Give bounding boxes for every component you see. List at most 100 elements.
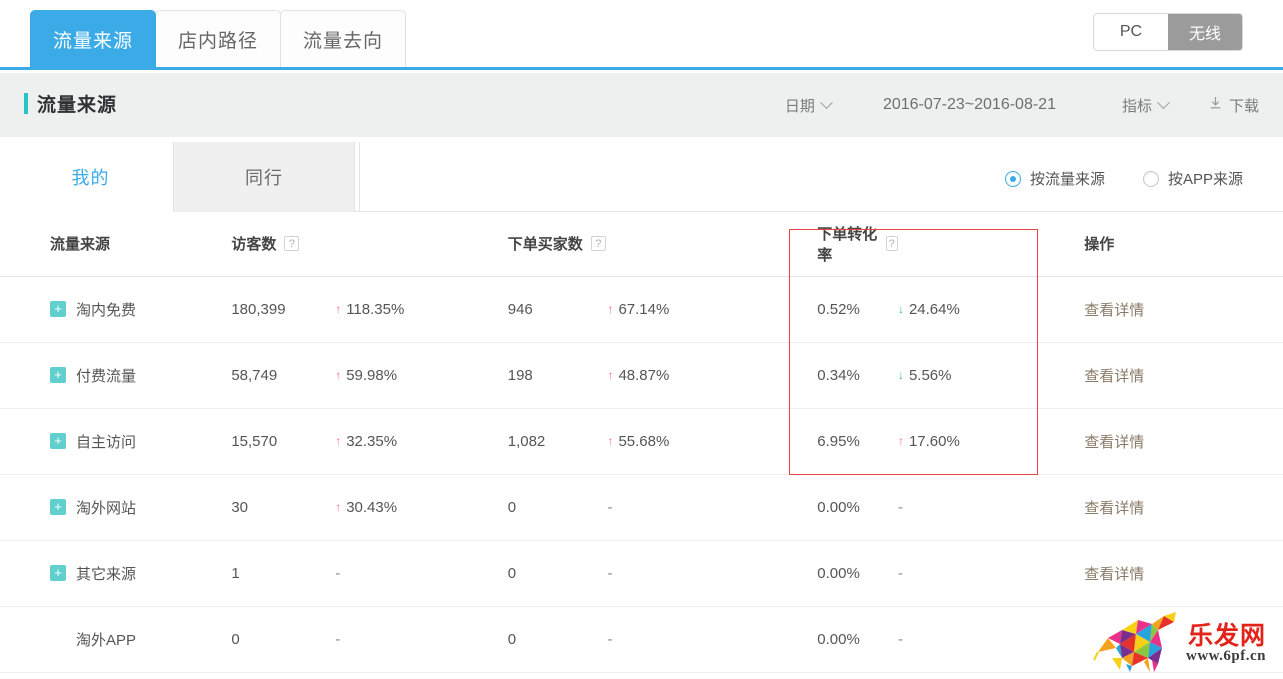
cell-visitors-delta-value: ↑ 30.43% xyxy=(335,499,397,516)
cell-conversion-rate: 0.34% xyxy=(790,342,898,409)
cell-buyers-delta: ↑ 48.87% xyxy=(607,342,791,409)
cell-visitors-delta-value: - xyxy=(335,565,340,582)
cell-buyers-delta-text: - xyxy=(607,564,613,582)
expand-icon[interactable]: + xyxy=(50,565,66,581)
help-icon[interactable]: ? xyxy=(590,236,606,252)
view-detail-link[interactable]: 查看详情 xyxy=(1084,565,1145,583)
cell-buyers-delta-value: ↑ 67.14% xyxy=(607,301,669,318)
radio-by-traffic-source[interactable]: 按流量来源 xyxy=(1004,168,1105,189)
chevron-down-icon xyxy=(1157,95,1170,109)
cell-visitors-delta-value: ↑ 118.35% xyxy=(335,301,404,318)
arrow-up-icon: ↑ xyxy=(335,434,342,449)
cell-conversion-delta: - xyxy=(897,606,1045,673)
cell-conversion-rate: 0.00% xyxy=(790,540,898,607)
help-icon[interactable]: ? xyxy=(284,236,300,252)
cell-visitors-delta-text: 59.98% xyxy=(346,366,398,384)
subtab-peers[interactable]: 同行 xyxy=(173,142,355,212)
cell-visitors-text: 58,749 xyxy=(231,366,278,384)
radio-label: 按APP来源 xyxy=(1167,171,1243,188)
title-accent-bar xyxy=(24,93,28,114)
th-visitors: 访客数 ? xyxy=(213,212,336,277)
platform-option-pc[interactable]: PC xyxy=(1094,14,1168,50)
help-icon[interactable]: ? xyxy=(885,236,898,252)
page-header: 流量来源 日期 2016-07-23~2016-08-21 指标 xyxy=(0,73,1283,137)
tab-in-store-path[interactable]: 店内路径 xyxy=(155,10,282,67)
cell-buyers-delta-value: - xyxy=(607,565,612,582)
cell-conversion-rate-text: 0.00% xyxy=(817,630,860,648)
view-detail-link[interactable]: 查看详情 xyxy=(1084,433,1145,451)
cell-visitors-delta-value: ↑ 32.35% xyxy=(335,433,397,450)
source-name: 淘外APP xyxy=(76,631,137,649)
arrow-down-icon: ↓ xyxy=(897,368,904,383)
cell-source: + 淘外网站 xyxy=(0,474,214,541)
view-detail-link[interactable]: 查看详情 xyxy=(1084,367,1145,385)
th-conversion-rate: 下单转化率 ? xyxy=(790,212,898,277)
source-name: 自主访问 xyxy=(76,433,137,451)
expand-icon[interactable]: + xyxy=(50,367,66,383)
cell-visitors-text: 0 xyxy=(231,630,240,648)
radio-by-app-source[interactable]: 按APP来源 xyxy=(1142,168,1243,189)
platform-option-wireless[interactable]: 无线 xyxy=(1168,14,1242,50)
platform-option-label: 无线 xyxy=(1188,26,1221,43)
view-detail-link[interactable]: 查看详情 xyxy=(1084,301,1145,319)
cell-conversion-delta: - xyxy=(897,540,1045,607)
th-label: 流量来源 xyxy=(50,236,111,254)
cell-conversion-delta-text: 5.56% xyxy=(908,366,952,384)
cell-conversion-delta-value: ↓ 24.64% xyxy=(898,301,960,318)
arrow-up-icon: ↑ xyxy=(607,302,614,317)
expand-icon[interactable]: + xyxy=(50,301,66,317)
cell-visitors-delta: ↑ 118.35% xyxy=(335,276,498,343)
cell-buyers-delta: - xyxy=(607,540,791,607)
cell-actions: 查看详情 xyxy=(1044,342,1283,409)
table-row: + 其它来源 1 - 0 - 0.00% - 查看详情 xyxy=(0,540,1283,607)
th-buyers: 下单买家数 ? xyxy=(497,212,608,277)
th-visitors-delta xyxy=(335,212,498,277)
cell-buyers-delta: ↑ 55.68% xyxy=(607,408,791,475)
radio-dot-icon xyxy=(1004,170,1021,187)
cell-visitors-delta-text: 30.43% xyxy=(346,498,398,516)
cell-conversion-delta: ↓ 24.64% xyxy=(897,276,1045,343)
cell-conversion-rate-text: 0.00% xyxy=(817,564,860,582)
cell-conversion-rate: 6.95% xyxy=(790,408,898,475)
cell-conversion-rate-text: 0.34% xyxy=(817,366,860,384)
cell-conversion-delta-value: - xyxy=(898,631,903,648)
cell-conversion-delta: - xyxy=(897,474,1045,541)
cell-buyers-text: 0 xyxy=(507,630,517,648)
expand-icon[interactable]: + xyxy=(50,499,66,515)
th-actions: 操作 xyxy=(1044,212,1283,277)
watermark-brand: 乐发网 xyxy=(1188,623,1267,650)
tab-traffic-destination[interactable]: 流量去向 xyxy=(280,10,407,67)
expand-icon[interactable]: + xyxy=(50,433,66,449)
radio-dot-icon xyxy=(1142,170,1159,187)
date-dropdown[interactable]: 日期 xyxy=(784,95,833,116)
watermark-url: www.6pf.cn xyxy=(1186,648,1267,664)
download-button[interactable]: 下载 xyxy=(1208,95,1259,116)
cell-buyers-delta-text: 67.14% xyxy=(618,300,670,318)
cell-conversion-rate-text: 0.52% xyxy=(817,300,860,318)
watermark-logo: 乐发网 www.6pf.cn xyxy=(1092,608,1278,676)
table-row: + 淘内免费 180,399 ↑ 118.35% 946 ↑ 67.14% 0.52% ↓ 24.6… xyxy=(0,276,1283,343)
cell-buyers: 198 xyxy=(497,342,608,409)
cell-visitors-delta: ↑ 32.35% xyxy=(335,408,498,475)
platform-switch: PC 无线 xyxy=(1093,13,1243,51)
th-source: 流量来源 xyxy=(0,212,214,277)
cell-conversion-delta: ↑ 17.60% xyxy=(897,408,1045,475)
view-detail-link[interactable]: 查看详情 xyxy=(1084,499,1145,517)
cell-buyers-delta-text: 48.87% xyxy=(618,366,670,384)
cell-visitors-delta: ↑ 30.43% xyxy=(335,474,498,541)
cell-conversion-rate: 0.52% xyxy=(790,276,898,343)
cell-conversion-delta-value: - xyxy=(898,499,903,516)
date-range-display[interactable]: 2016-07-23~2016-08-21 xyxy=(883,96,1056,114)
cell-conversion-rate-text: 6.95% xyxy=(817,432,860,450)
cell-source: + 其它来源 xyxy=(0,540,214,607)
cell-buyers: 0 xyxy=(497,540,608,607)
source-mode-radio-group: 按流量来源 按APP来源 xyxy=(967,168,1243,189)
cell-visitors-delta: - xyxy=(335,606,498,673)
cell-buyers-text: 198 xyxy=(507,366,533,384)
metric-dropdown[interactable]: 指标 xyxy=(1122,95,1170,116)
date-dropdown-label: 日期 xyxy=(784,97,815,115)
table-row: 淘外APP 0 - 0 - 0.00% - xyxy=(0,606,1283,673)
tab-traffic-source[interactable]: 流量来源 xyxy=(30,10,157,67)
subtab-mine[interactable]: 我的 xyxy=(0,142,182,212)
cell-visitors: 1 xyxy=(213,540,336,607)
